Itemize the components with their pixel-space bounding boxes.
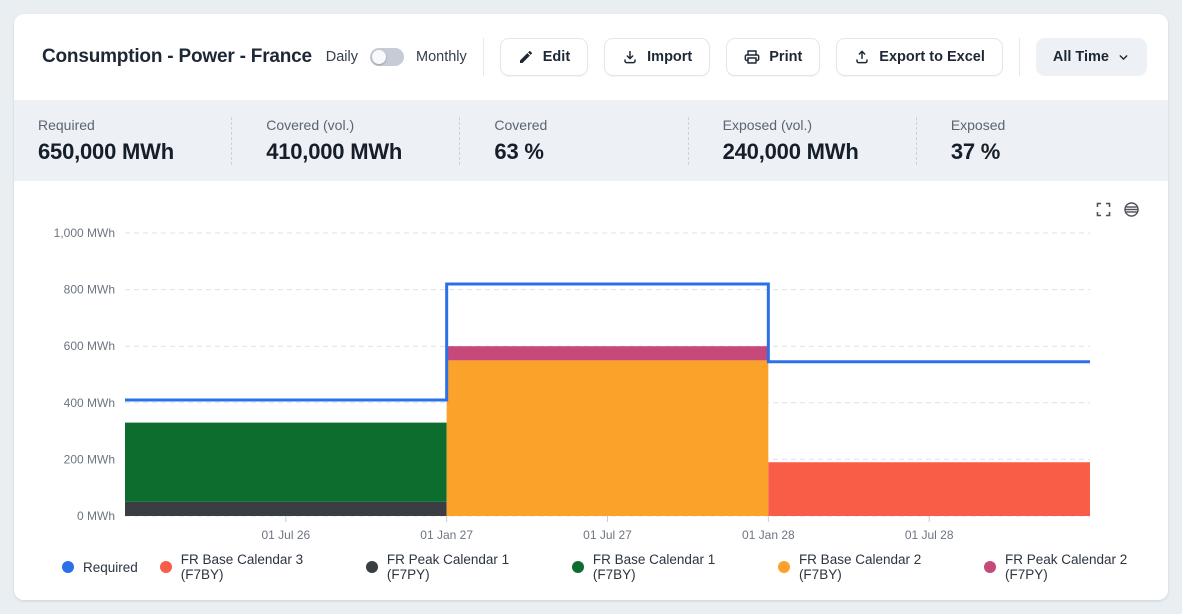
svg-text:600 MWh: 600 MWh xyxy=(64,339,115,353)
legend-marker xyxy=(365,561,378,573)
print-button[interactable]: Print xyxy=(726,38,821,76)
stat-label: Required xyxy=(38,116,95,133)
legend-item-peak-cal-1[interactable]: FR Peak Calendar 1 (F7PY) xyxy=(365,552,550,582)
toggle-label-daily[interactable]: Daily xyxy=(325,49,358,65)
legend-item-base-cal-1[interactable]: FR Base Calendar 1 (F7BY) xyxy=(571,552,756,582)
import-button[interactable]: Import xyxy=(604,38,711,76)
legend-item-base-cal-2[interactable]: FR Base Calendar 2 (F7BY) xyxy=(777,552,962,582)
export-to-excel-button[interactable]: Export to Excel xyxy=(836,38,1003,76)
header: Consumption - Power - France Daily Month… xyxy=(14,14,1168,100)
toggle-label-monthly[interactable]: Monthly xyxy=(415,49,467,65)
legend-marker xyxy=(62,561,74,573)
legend-marker xyxy=(777,561,790,573)
daily-monthly-toggle[interactable] xyxy=(369,48,404,66)
svg-text:1,000 MWh: 1,000 MWh xyxy=(54,226,115,240)
stat-value: 240,000 MWh xyxy=(722,138,859,164)
stat-required: Required 650,000 MWh xyxy=(38,117,231,165)
stat-label: Covered (vol.) xyxy=(266,116,355,133)
chart-menu-icon[interactable] xyxy=(1123,201,1140,218)
page-title: Consumption - Power - France xyxy=(42,46,312,67)
granularity-toggle-group: Daily Monthly xyxy=(326,48,467,66)
chart-legend: Required FR Base Calendar 3 (F7BY) FR Pe… xyxy=(14,546,1168,582)
svg-text:01 Jan 27: 01 Jan 27 xyxy=(420,528,473,542)
edit-button[interactable]: Edit xyxy=(499,38,589,76)
stat-exposed-percent: Exposed 37 % xyxy=(915,116,1144,165)
stat-covered-percent: Covered 63 % xyxy=(459,116,687,165)
stat-value: 410,000 MWh xyxy=(266,138,403,164)
svg-text:01 Jan 28: 01 Jan 28 xyxy=(742,528,795,542)
upload-icon xyxy=(854,49,870,65)
stat-label: Exposed (vol.) xyxy=(722,116,813,133)
header-divider-right xyxy=(1018,38,1020,76)
svg-text:01 Jul 28: 01 Jul 28 xyxy=(905,528,954,542)
legend-marker xyxy=(159,561,172,573)
stat-label: Covered xyxy=(494,116,548,133)
legend-item-required[interactable]: Required xyxy=(62,560,138,575)
stat-label: Exposed xyxy=(950,116,1006,133)
fullscreen-icon[interactable] xyxy=(1095,201,1112,218)
pencil-icon xyxy=(518,49,534,65)
legend-item-peak-cal-2[interactable]: FR Peak Calendar 2 (F7PY) xyxy=(983,552,1168,582)
dashboard-card: Consumption - Power - France Daily Month… xyxy=(14,14,1168,600)
svg-text:800 MWh: 800 MWh xyxy=(64,283,115,297)
stat-exposed-volume: Exposed (vol.) 240,000 MWh xyxy=(687,116,916,165)
svg-text:01 Jul 26: 01 Jul 26 xyxy=(261,528,310,542)
svg-text:0 MWh: 0 MWh xyxy=(77,509,115,523)
chevron-down-icon xyxy=(1117,51,1130,64)
stat-value: 650,000 MWh xyxy=(38,138,174,164)
time-range-dropdown[interactable]: All Time xyxy=(1035,38,1147,76)
legend-item-base-cal-3[interactable]: FR Base Calendar 3 (F7BY) xyxy=(159,552,344,582)
chart-section: 0 MWh 200 MWh 400 MWh 600 MWh 800 MWh 1,000 M… xyxy=(14,181,1168,600)
printer-icon xyxy=(744,49,760,65)
header-divider-left xyxy=(482,38,484,76)
svg-text:01 Jul 27: 01 Jul 27 xyxy=(583,528,632,542)
toolbar: Edit Import Print Export to Excel xyxy=(499,38,1003,76)
toggle-knob xyxy=(371,50,386,64)
stat-covered-volume: Covered (vol.) 410,000 MWh xyxy=(231,116,459,165)
legend-marker xyxy=(571,561,584,573)
svg-text:400 MWh: 400 MWh xyxy=(64,396,115,410)
download-icon xyxy=(622,49,638,65)
svg-text:200 MWh: 200 MWh xyxy=(64,452,115,466)
stat-value: 63 % xyxy=(494,138,544,164)
stat-value: 37 % xyxy=(950,138,1001,164)
kpi-band: Required 650,000 MWh Covered (vol.) 410,… xyxy=(14,100,1168,181)
chart-svg[interactable]: 0 MWh 200 MWh 400 MWh 600 MWh 800 MWh 1,000 M… xyxy=(14,181,1168,546)
legend-marker xyxy=(983,561,996,573)
